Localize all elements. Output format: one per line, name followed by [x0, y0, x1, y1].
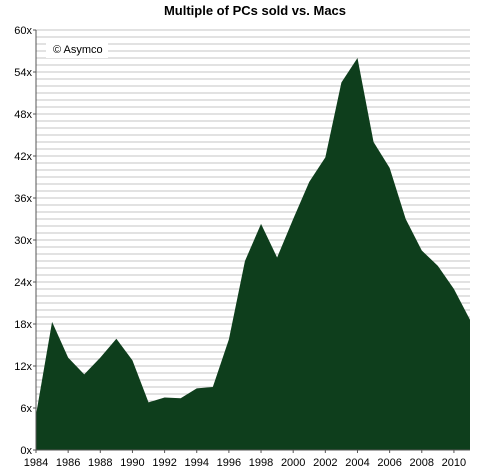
x-tick-label: 1992 [152, 457, 176, 469]
y-tick-label: 42x [14, 151, 32, 163]
chart-title: Multiple of PCs sold vs. Macs [164, 3, 346, 18]
area-series [36, 58, 470, 450]
y-tick-label: 60x [14, 25, 32, 37]
x-axis-ticks: 1984 1986 1988 1990 1992 1994 1996 1998 2000 2002… [24, 450, 466, 469]
copyright-label: © Asymco [53, 44, 103, 56]
y-tick-label: 18x [14, 319, 32, 331]
y-tick-label: 6x [20, 403, 32, 415]
x-tick-label: 1996 [217, 457, 241, 469]
x-tick-label: 2008 [410, 457, 434, 469]
y-tick-label: 24x [14, 277, 32, 289]
area-fill [36, 58, 470, 450]
y-tick-label: 48x [14, 109, 32, 121]
x-tick-label: 2002 [313, 457, 337, 469]
annotation-box: © Asymco [46, 40, 108, 58]
x-tick-label: 1998 [249, 457, 273, 469]
y-tick-label: 54x [14, 67, 32, 79]
y-tick-label: 12x [14, 361, 32, 373]
y-tick-label: 30x [14, 235, 32, 247]
x-tick-label: 1988 [88, 457, 112, 469]
x-tick-label: 2000 [281, 457, 305, 469]
y-tick-label: 36x [14, 193, 32, 205]
x-tick-label: 1994 [184, 457, 208, 469]
x-tick-label: 2006 [377, 457, 401, 469]
x-tick-label: 1984 [24, 457, 48, 469]
y-axis-ticks: 0x 6x 12x 18x 24x 30x 36x 42x 48x 54x 60x [14, 25, 36, 457]
x-tick-label: 2004 [345, 457, 369, 469]
x-tick-label: 1986 [56, 457, 80, 469]
x-tick-label: 1990 [120, 457, 144, 469]
x-tick-label: 2010 [442, 457, 466, 469]
y-tick-label: 0x [20, 445, 32, 457]
